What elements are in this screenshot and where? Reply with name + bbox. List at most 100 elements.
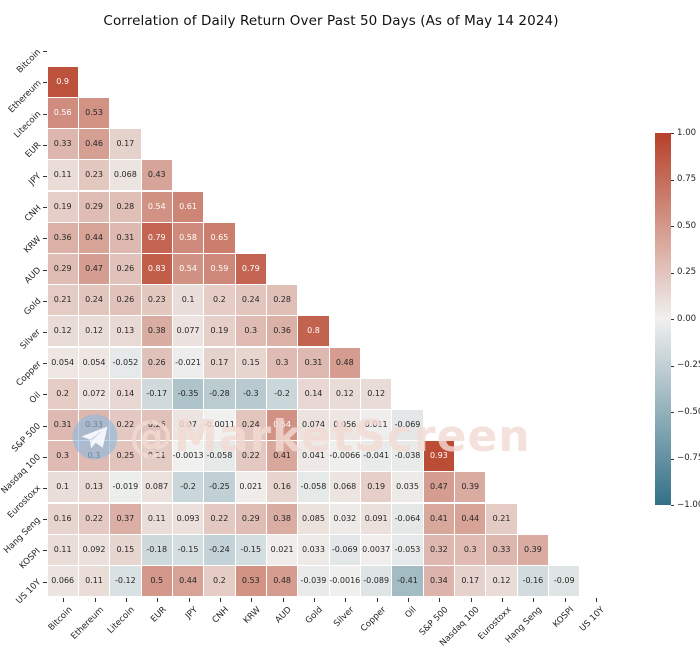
heatmap-cell: 0.29	[47, 253, 78, 285]
heatmap-cell: 0.34	[423, 565, 455, 597]
y-axis-tick	[42, 519, 47, 521]
heatmap-cell: 0.041	[298, 441, 329, 472]
heatmap-cell: 0.068	[329, 472, 360, 503]
heatmap-cell: 0.3	[47, 441, 78, 472]
heatmap-cell: 0.26	[110, 253, 141, 285]
heatmap-cell: -0.064	[392, 503, 423, 534]
y-axis-tick	[42, 300, 47, 302]
y-axis-tick	[42, 394, 47, 396]
y-axis-label: CNH	[22, 203, 44, 224]
heatmap-cell: -0.15	[235, 534, 266, 565]
y-axis-label: Litecoin	[12, 109, 44, 141]
heatmap-cell: 0.032	[329, 503, 360, 534]
heatmap-cell: 0.54	[172, 253, 204, 285]
x-axis-tick	[533, 598, 535, 603]
heatmap-cell: 0.22	[204, 503, 235, 534]
x-axis-tick	[408, 598, 410, 603]
x-axis-label: Gold	[304, 605, 326, 627]
heatmap-cell: -0.17	[141, 378, 172, 409]
colorbar-tick-label: 0.50	[677, 220, 697, 231]
heatmap-cell: 0.17	[110, 129, 141, 160]
heatmap-cell: 0.43	[141, 160, 172, 191]
colorbar-tick	[671, 319, 674, 320]
heatmap-cell: 0.054	[47, 347, 78, 378]
colorbar-tick-label: 1.00	[677, 127, 697, 138]
y-axis-tick	[42, 550, 47, 552]
heatmap-cell: 0.087	[141, 472, 172, 503]
heatmap-cell: 0.11	[47, 160, 78, 191]
heatmap-cell: 0.2	[204, 285, 235, 316]
heatmap-cell: 0.0037	[361, 534, 392, 565]
y-axis-label: KOSPI	[18, 546, 44, 572]
heatmap-cell: 0.17	[204, 347, 235, 378]
heatmap-cell: 0.93	[423, 441, 455, 472]
y-axis-tick	[42, 113, 47, 115]
heatmap-cell: 0.14	[110, 378, 141, 409]
heatmap-cell: 0.28	[110, 191, 141, 222]
heatmap-cell: 0.23	[141, 285, 172, 316]
heatmap-cell: 0.07	[172, 409, 204, 441]
heatmap-cell: 0.31	[47, 409, 78, 441]
x-axis-tick	[502, 598, 504, 603]
heatmap-cell: -0.24	[204, 534, 235, 565]
heatmap-cell: -0.0016	[329, 565, 360, 597]
heatmap-cell: -0.089	[361, 565, 392, 597]
heatmap-cell: -0.2	[172, 472, 204, 503]
heatmap-cell: 0.15	[235, 347, 266, 378]
x-axis-label: KOSPI	[551, 605, 576, 630]
heatmap-cell: -0.3	[235, 378, 266, 409]
x-axis-label: JPY	[183, 605, 200, 622]
heatmap-cell: 0.12	[329, 378, 360, 409]
y-axis-tick	[42, 581, 47, 583]
heatmap-cell: 0.3	[78, 441, 110, 472]
x-axis-tick	[439, 598, 441, 603]
y-axis-tick	[42, 363, 47, 365]
heatmap-cell: 0.47	[78, 253, 110, 285]
heatmap-cell: 0.26	[110, 285, 141, 316]
y-axis-label: S&P 500	[10, 421, 44, 455]
y-axis-tick	[42, 425, 47, 427]
heatmap-cell: 0.021	[235, 472, 266, 503]
heatmap-cell: 0.072	[78, 378, 110, 409]
heatmap-cell: 0.33	[47, 129, 78, 160]
y-axis-tick	[42, 269, 47, 271]
heatmap-cell: 0.13	[78, 472, 110, 503]
x-axis-label: Silver	[332, 605, 357, 630]
y-axis-label: JPY	[26, 171, 44, 188]
colorbar-tick	[671, 458, 674, 460]
heatmap-cell: 0.19	[47, 191, 78, 222]
y-axis-label: Copper	[14, 359, 44, 389]
heatmap-cell: -0.058	[204, 441, 235, 472]
x-axis-tick	[94, 598, 96, 603]
heatmap-cell: 0.41	[266, 441, 298, 472]
heatmap-cell: 0.39	[517, 534, 549, 565]
heatmap-cell: 0.22	[235, 441, 266, 472]
heatmap-cell: -0.41	[392, 565, 423, 597]
heatmap-cell: 0.13	[110, 316, 141, 347]
y-axis-label: Gold	[21, 296, 44, 318]
heatmap-cell: 0.074	[298, 409, 329, 441]
chart-title: Correlation of Daily Return Over Past 50…	[103, 13, 559, 29]
heatmap-cell: -0.0066	[329, 441, 360, 472]
heatmap-cell: 0.19	[361, 472, 392, 503]
heatmap-cell: 0.33	[78, 409, 110, 441]
x-axis-label: KRW	[241, 605, 263, 627]
y-axis-label: AUD	[22, 265, 44, 286]
heatmap-cell: 0.79	[141, 222, 172, 253]
heatmap-cell: 0.46	[78, 129, 110, 160]
heatmap-cell: 0.32	[423, 534, 455, 565]
y-axis-tick	[42, 82, 47, 84]
y-axis-tick	[42, 456, 47, 458]
heatmap-cell: 0.9	[47, 66, 78, 97]
heatmap-cell: 0.59	[204, 253, 235, 285]
heatmap-cell: 0.8	[298, 316, 329, 347]
heatmap-cell: 0.5	[141, 565, 172, 597]
y-axis-label: Ethereum	[6, 78, 44, 116]
heatmap-cell: 0.11	[47, 534, 78, 565]
colorbar-tick-label: 0.00	[677, 313, 697, 324]
heatmap-cell: 0.21	[47, 285, 78, 316]
heatmap-cell: 0.054	[78, 347, 110, 378]
y-axis-label: KRW	[21, 234, 44, 256]
heatmap-cell: 0.54	[266, 409, 298, 441]
